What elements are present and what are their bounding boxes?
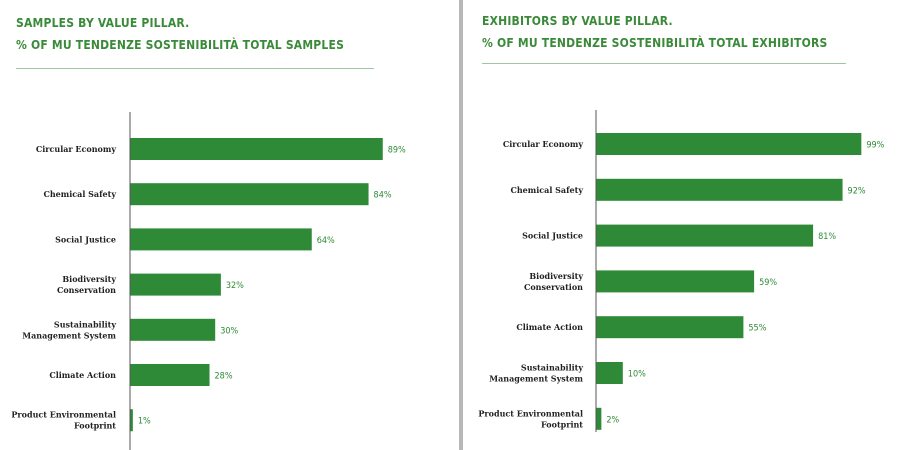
data-label: 64% [317,236,335,246]
bar [130,273,221,296]
data-label: 55% [748,324,766,334]
chart-subtitle: % OF MU TENDENZE SOSTENIBILITÀ TOTAL EXH… [482,36,828,50]
bar [596,224,814,247]
data-label: 84% [374,191,392,201]
bar [130,364,210,386]
bar [130,318,216,341]
category-label: Circular Economy [503,139,583,149]
chart-title: EXHIBITORS BY VALUE PILLAR. [482,14,673,28]
data-label: 92% [848,186,866,196]
category-label: Chemical Safety [511,185,584,195]
category-label: Social Justice [522,231,583,241]
category-label: Chemical Safety [44,189,117,199]
data-label: 10% [628,370,646,380]
exhibitors-chart-panel: EXHIBITORS BY VALUE PILLAR. % OF MU TEND… [464,0,902,450]
category-label: Circular Economy [36,144,116,154]
category-label: Sustainability Management System [22,319,116,340]
data-label: 1% [138,417,151,427]
category-label: Social Justice [55,234,116,244]
samples-chart-panel: SAMPLES BY VALUE PILLAR. % OF MU TENDENZ… [11,16,406,450]
data-label: 28% [215,372,233,382]
category-label: Biodiversity Conservation [524,271,583,292]
samples-bar-chart: 89% Circular Economy 84% Chemical Safety 64%… [11,112,406,450]
bar [596,316,744,339]
data-label: 99% [866,141,884,151]
bar [596,407,602,430]
category-label: Biodiversity Conservation [57,274,116,295]
title-underline [482,63,846,64]
data-label: 81% [818,232,836,242]
bar [130,138,383,160]
category-label: Sustainability Management System [489,363,583,384]
category-label: Climate Action [49,370,116,380]
exhibitors-bar-chart: 99% Circular Economy 92% Chemical Safety 81%… [478,110,885,432]
bar [130,183,369,206]
data-label: 32% [226,281,244,291]
category-label: Climate Action [516,322,583,332]
bar [130,409,133,432]
data-label: 89% [388,146,406,156]
category-label: Product Environmental Footprint [478,408,583,429]
title-underline [16,68,374,69]
chart-title: SAMPLES BY VALUE PILLAR. [16,16,190,30]
bar [596,133,862,155]
bar [130,228,312,251]
chart-subtitle: % OF MU TENDENZE SOSTENIBILITÀ TOTAL SAM… [16,38,345,52]
bar [596,178,843,201]
panel-divider [459,0,463,450]
data-label: 2% [606,415,619,425]
bar [596,362,623,384]
data-label: 59% [759,278,777,288]
bar [596,270,755,293]
category-label: Product Environmental Footprint [11,410,116,431]
data-label: 30% [220,326,238,336]
